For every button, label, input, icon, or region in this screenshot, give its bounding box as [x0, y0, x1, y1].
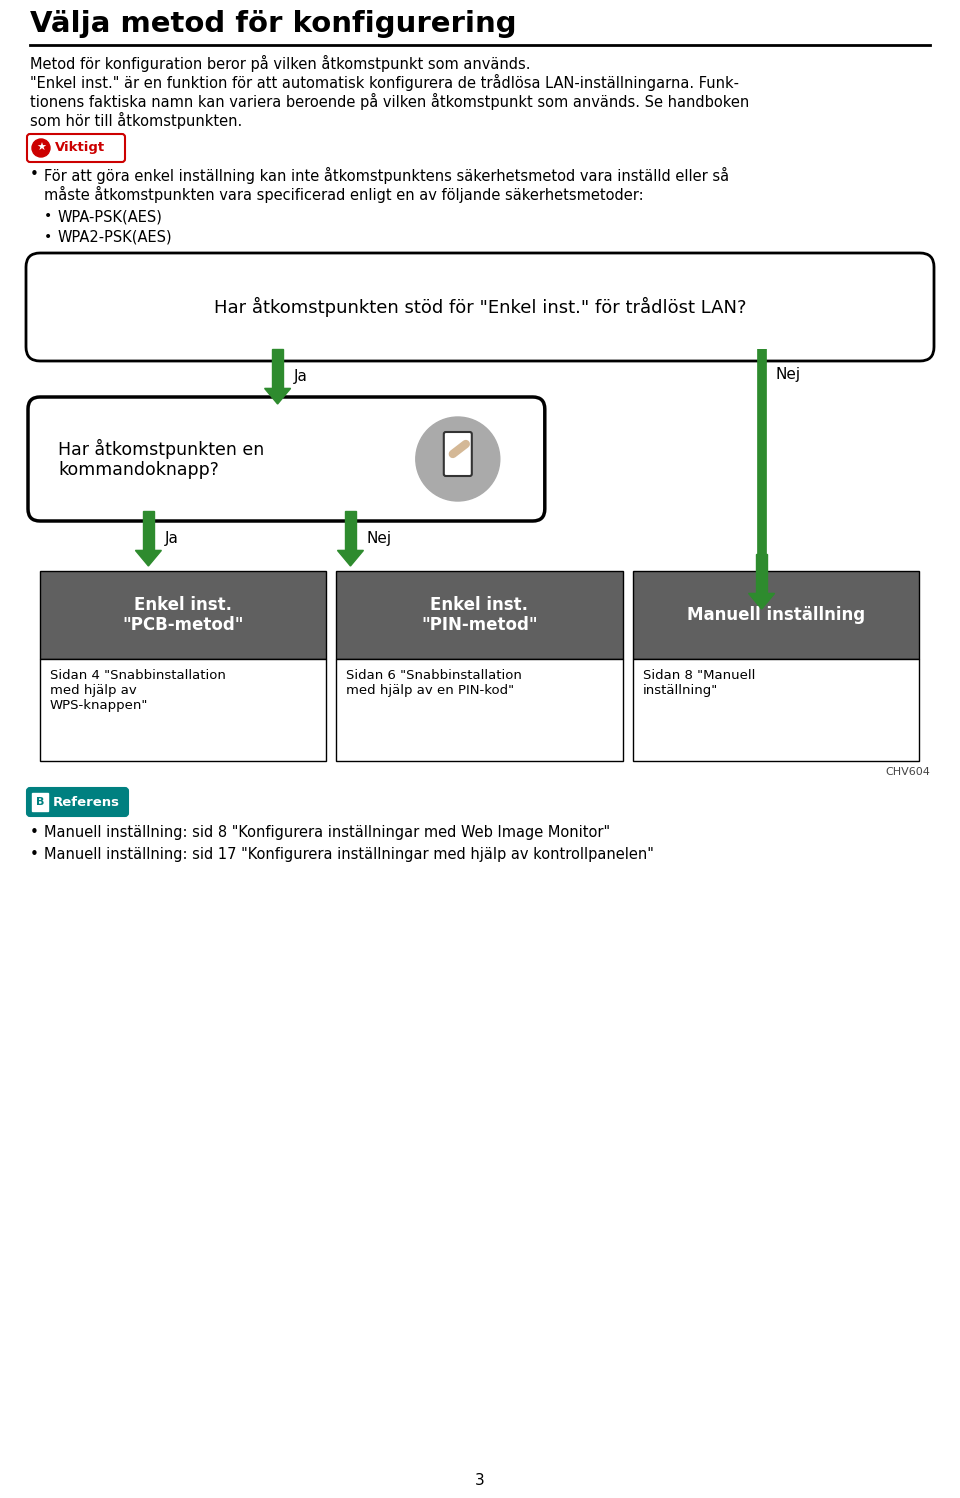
FancyBboxPatch shape — [26, 253, 934, 361]
Text: måste åtkomstpunkten vara specificerad enligt en av följande säkerhetsmetoder:: måste åtkomstpunkten vara specificerad e… — [44, 186, 643, 204]
Text: •: • — [30, 825, 38, 840]
Text: Enkel inst.
"PCB-metod": Enkel inst. "PCB-metod" — [123, 596, 244, 634]
Text: Manuell inställning: sid 8 "Konfigurera inställningar med Web Image Monitor": Manuell inställning: sid 8 "Konfigurera … — [44, 825, 611, 840]
Text: Metod för konfiguration beror på vilken åtkomstpunkt som används.: Metod för konfiguration beror på vilken … — [30, 55, 531, 72]
Polygon shape — [749, 593, 775, 610]
Text: Nej: Nej — [776, 367, 801, 382]
Text: som hör till åtkomstpunkten.: som hör till åtkomstpunkten. — [30, 112, 242, 129]
Polygon shape — [338, 550, 364, 566]
Text: Har åtkomstpunkten en
kommandoknapp?: Har åtkomstpunkten en kommandoknapp? — [58, 439, 264, 479]
Polygon shape — [345, 511, 356, 550]
Bar — [336, 571, 623, 659]
Bar — [633, 571, 919, 659]
Text: •: • — [44, 210, 52, 223]
Text: För att göra enkel inställning kan inte åtkomstpunktens säkerhetsmetod vara inst: För att göra enkel inställning kan inte … — [44, 166, 730, 184]
Polygon shape — [756, 554, 767, 593]
Text: Enkel inst.
"PIN-metod": Enkel inst. "PIN-metod" — [421, 596, 538, 634]
Circle shape — [416, 416, 500, 500]
Text: Ja: Ja — [294, 369, 307, 383]
FancyBboxPatch shape — [32, 792, 48, 810]
Text: Viktigt: Viktigt — [55, 141, 106, 154]
Text: Sidan 8 "Manuell
inställning": Sidan 8 "Manuell inställning" — [642, 670, 756, 697]
Text: Sidan 4 "Snabbinstallation
med hjälp av
WPS-knappen": Sidan 4 "Snabbinstallation med hjälp av … — [50, 670, 226, 712]
Text: Har åtkomstpunkten stöd för "Enkel inst." för trådlöst LAN?: Har åtkomstpunkten stöd för "Enkel inst.… — [214, 297, 746, 318]
Circle shape — [32, 139, 50, 157]
Bar — [633, 659, 919, 761]
FancyBboxPatch shape — [27, 788, 128, 816]
Text: Välja metod för konfigurering: Välja metod för konfigurering — [30, 10, 516, 37]
Bar — [40, 571, 326, 659]
Polygon shape — [135, 550, 161, 566]
Text: Sidan 6 "Snabbinstallation
med hjälp av en PIN-kod": Sidan 6 "Snabbinstallation med hjälp av … — [347, 670, 522, 697]
Polygon shape — [265, 388, 291, 404]
Text: Nej: Nej — [367, 530, 392, 545]
Text: ★: ★ — [36, 142, 46, 153]
Text: •: • — [30, 846, 38, 861]
FancyBboxPatch shape — [28, 397, 545, 521]
Text: CHV604: CHV604 — [885, 767, 930, 777]
Bar — [40, 659, 326, 761]
Polygon shape — [143, 511, 155, 550]
Text: tionens faktiska namn kan variera beroende på vilken åtkomstpunkt som används. S: tionens faktiska namn kan variera beroen… — [30, 93, 749, 109]
Text: Referens: Referens — [53, 795, 120, 809]
Text: Manuell inställning: sid 17 "Konfigurera inställningar med hjälp av kontrollpane: Manuell inställning: sid 17 "Konfigurera… — [44, 846, 654, 861]
Text: Manuell inställning: Manuell inställning — [686, 607, 865, 625]
Text: B: B — [36, 797, 44, 807]
FancyBboxPatch shape — [444, 431, 471, 476]
Text: WPA2-PSK(AES): WPA2-PSK(AES) — [58, 231, 173, 246]
Polygon shape — [272, 349, 283, 388]
Text: 3: 3 — [475, 1473, 485, 1488]
Bar — [336, 659, 623, 761]
Text: •: • — [44, 231, 52, 244]
Text: WPA-PSK(AES): WPA-PSK(AES) — [58, 210, 163, 225]
Text: "Enkel inst." är en funktion för att automatisk konfigurera de trådlösa LAN-inst: "Enkel inst." är en funktion för att aut… — [30, 73, 739, 91]
FancyBboxPatch shape — [27, 133, 125, 162]
Text: •: • — [30, 166, 38, 181]
Text: Ja: Ja — [164, 530, 179, 545]
